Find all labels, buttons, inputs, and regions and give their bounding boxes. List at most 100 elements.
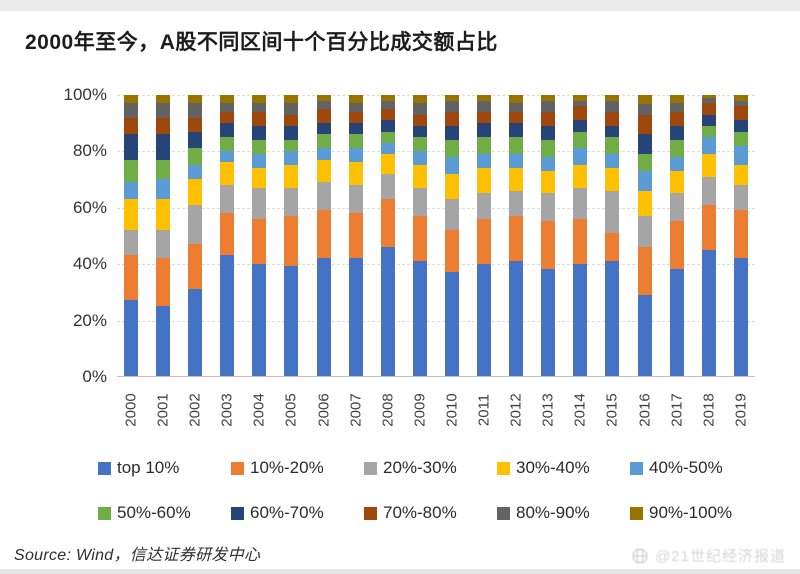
segment-30-40-2001 <box>156 198 171 230</box>
segment-70-80-2011 <box>477 111 492 124</box>
segment-90-100-2012 <box>509 95 524 104</box>
segment-top-10-2008 <box>380 246 395 376</box>
segment-90-100-2017 <box>669 95 684 104</box>
segment-30-40-2009 <box>412 165 427 188</box>
segment-50-60-2014 <box>573 131 588 149</box>
segment-70-80-2010 <box>444 111 459 126</box>
segment-60-70-2015 <box>605 125 620 138</box>
segment-10-20-2010 <box>444 229 459 273</box>
segment-10-20-2015 <box>605 232 620 261</box>
bars-container <box>117 95 755 376</box>
gridline-100pct <box>117 95 755 96</box>
segment-50-60-2016 <box>637 154 652 171</box>
segment-50-60-2001 <box>156 159 171 180</box>
segment-40-50-2004 <box>252 154 267 169</box>
bar-2003 <box>220 95 235 376</box>
bar-2009 <box>412 95 427 376</box>
segment-40-50-2013 <box>541 156 556 171</box>
segment-70-80-2000 <box>124 117 138 135</box>
bar-2013 <box>541 95 556 376</box>
x-tick-2005: 2005 <box>282 393 300 427</box>
segment-40-50-2011 <box>477 154 492 169</box>
x-tick-2002: 2002 <box>186 393 204 427</box>
bar-2005 <box>284 95 299 376</box>
segment-top-10-2001 <box>156 305 171 376</box>
segment-60-70-2018 <box>701 114 716 126</box>
gridline-60pct <box>117 207 755 209</box>
segment-top-10-2003 <box>220 255 235 376</box>
segment-30-40-2002 <box>188 179 203 205</box>
segment-40-50-2019 <box>733 145 748 166</box>
segment-10-20-2009 <box>412 215 427 261</box>
chart-title: 2000年至今，A股不同区间十个百分比成交额占比 <box>25 31 498 54</box>
segment-20-30-2019 <box>733 184 748 211</box>
plot-area <box>117 95 755 377</box>
legend-item-20-30: 20%-30% <box>364 458 497 478</box>
legend-swatch-50-60 <box>98 506 111 520</box>
bar-2016 <box>637 95 652 376</box>
bar-2011 <box>477 95 492 376</box>
segment-90-100-2001 <box>156 95 171 104</box>
segment-top-10-2013 <box>541 269 556 376</box>
segment-70-80-2003 <box>220 111 235 124</box>
bar-2001 <box>156 95 171 376</box>
segment-60-70-2011 <box>477 123 492 138</box>
segment-60-70-2008 <box>380 120 395 132</box>
segment-10-20-2004 <box>252 218 267 264</box>
segment-50-60-2015 <box>605 137 620 155</box>
legend-label-70-80: 70%-80% <box>383 503 457 522</box>
segment-60-70-2014 <box>573 120 588 132</box>
x-tick-2011: 2011 <box>475 393 493 427</box>
segment-40-50-2007 <box>348 148 363 163</box>
segment-90-100-2003 <box>220 95 235 104</box>
legend-swatch-top-10 <box>98 461 111 475</box>
bar-2002 <box>188 95 203 376</box>
y-tick-40pct: 40% <box>72 254 107 274</box>
segment-20-30-2010 <box>444 198 459 230</box>
segment-80-90-2015 <box>605 100 620 112</box>
segment-top-10-2012 <box>509 260 524 376</box>
segment-10-20-2013 <box>541 221 556 270</box>
x-tick-2013: 2013 <box>539 393 557 427</box>
segment-70-80-2019 <box>733 106 748 121</box>
legend-item-top-10: top 10% <box>98 458 231 478</box>
segment-10-20-2014 <box>573 218 588 264</box>
segment-30-40-2011 <box>477 168 492 194</box>
segment-40-50-2015 <box>605 154 620 169</box>
legend-swatch-60-70 <box>231 506 244 520</box>
segment-80-90-2010 <box>444 100 459 112</box>
segment-top-10-2017 <box>669 269 684 376</box>
segment-90-100-2019 <box>733 95 748 101</box>
segment-50-60-2006 <box>316 134 331 149</box>
segment-60-70-2001 <box>156 134 171 160</box>
segment-50-60-2019 <box>733 131 748 146</box>
segment-60-70-2002 <box>188 131 203 149</box>
segment-40-50-2005 <box>284 151 299 166</box>
segment-60-70-2004 <box>252 125 267 140</box>
segment-30-40-2004 <box>252 168 267 188</box>
legend-swatch-80-90 <box>497 506 510 520</box>
legend-label-top-10: top 10% <box>117 458 180 477</box>
segment-50-60-2009 <box>412 137 427 152</box>
segment-90-100-2013 <box>541 95 556 101</box>
legend-item-80-90: 80%-90% <box>497 503 630 523</box>
segment-80-90-2008 <box>380 100 395 110</box>
segment-80-90-2014 <box>573 100 588 107</box>
bar-2018 <box>701 95 716 376</box>
segment-90-100-2000 <box>124 95 138 104</box>
y-tick-20pct: 20% <box>72 310 107 330</box>
legend-label-40-50: 40%-50% <box>649 458 723 477</box>
top-border-strip <box>0 0 800 11</box>
segment-60-70-2009 <box>412 125 427 138</box>
segment-40-50-2012 <box>509 154 524 169</box>
segment-30-40-2017 <box>669 170 684 194</box>
x-tick-2001: 2001 <box>154 393 172 427</box>
segment-60-70-2010 <box>444 125 459 140</box>
bar-2017 <box>669 95 684 376</box>
legend-label-80-90: 80%-90% <box>516 503 590 522</box>
segment-80-90-2002 <box>188 103 203 118</box>
legend-swatch-40-50 <box>630 461 643 475</box>
segment-10-20-2018 <box>701 204 716 250</box>
segment-20-30-2014 <box>573 187 588 219</box>
segment-70-80-2001 <box>156 117 171 135</box>
